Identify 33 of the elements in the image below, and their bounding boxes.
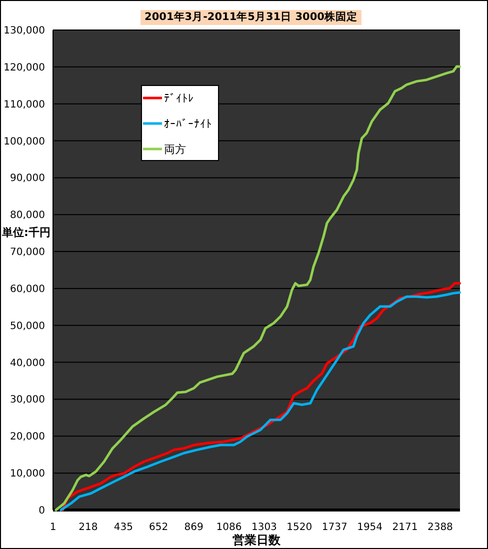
y-axis-title: 単位:千円 (1, 226, 50, 239)
legend-label: ﾃﾞｲﾄﾚ (164, 92, 194, 105)
y-tick-label: 0 (38, 506, 45, 516)
y-tick-label: 120,000 (4, 62, 45, 74)
legend-label: ｵｰﾊﾞｰﾅｲﾄ (164, 117, 212, 130)
x-tick-label: 1086 (216, 522, 242, 533)
y-tick-label: 50,000 (10, 320, 45, 332)
x-tick-label: 652 (149, 522, 168, 533)
y-tick-label: 80,000 (10, 210, 45, 222)
y-tick-label: 110,000 (4, 99, 45, 110)
x-axis-title: 営業日数 (232, 533, 282, 547)
y-tick-label: 30,000 (10, 394, 45, 406)
x-tick-label: 869 (184, 522, 204, 533)
y-tick-label: 70,000 (10, 247, 45, 258)
y-tick-label: 90,000 (10, 173, 45, 184)
x-tick-label: 435 (114, 522, 133, 533)
x-tick-label: 1520 (286, 522, 312, 533)
x-tick-label: 218 (78, 522, 98, 533)
x-tick-label: 1303 (251, 522, 277, 533)
legend-label: 両方 (164, 142, 186, 156)
y-tick-label: 20,000 (10, 432, 45, 443)
x-tick-label: 2171 (392, 522, 418, 533)
x-tick-label: 2388 (427, 522, 453, 533)
y-tick-label: 10,000 (10, 468, 45, 480)
y-tick-label: 40,000 (10, 358, 45, 369)
line-series (54, 65, 461, 512)
x-tick-label: 1737 (322, 522, 348, 533)
x-tick-label: 1954 (357, 522, 383, 533)
chart-title: 2001年3月-2011年5月31日 3000株固定 (140, 10, 362, 25)
y-tick-label: 100,000 (4, 136, 45, 148)
x-tick-label: 1 (50, 522, 56, 533)
y-tick-label: 60,000 (10, 284, 45, 295)
y-tick-label: 130,000 (4, 26, 45, 36)
